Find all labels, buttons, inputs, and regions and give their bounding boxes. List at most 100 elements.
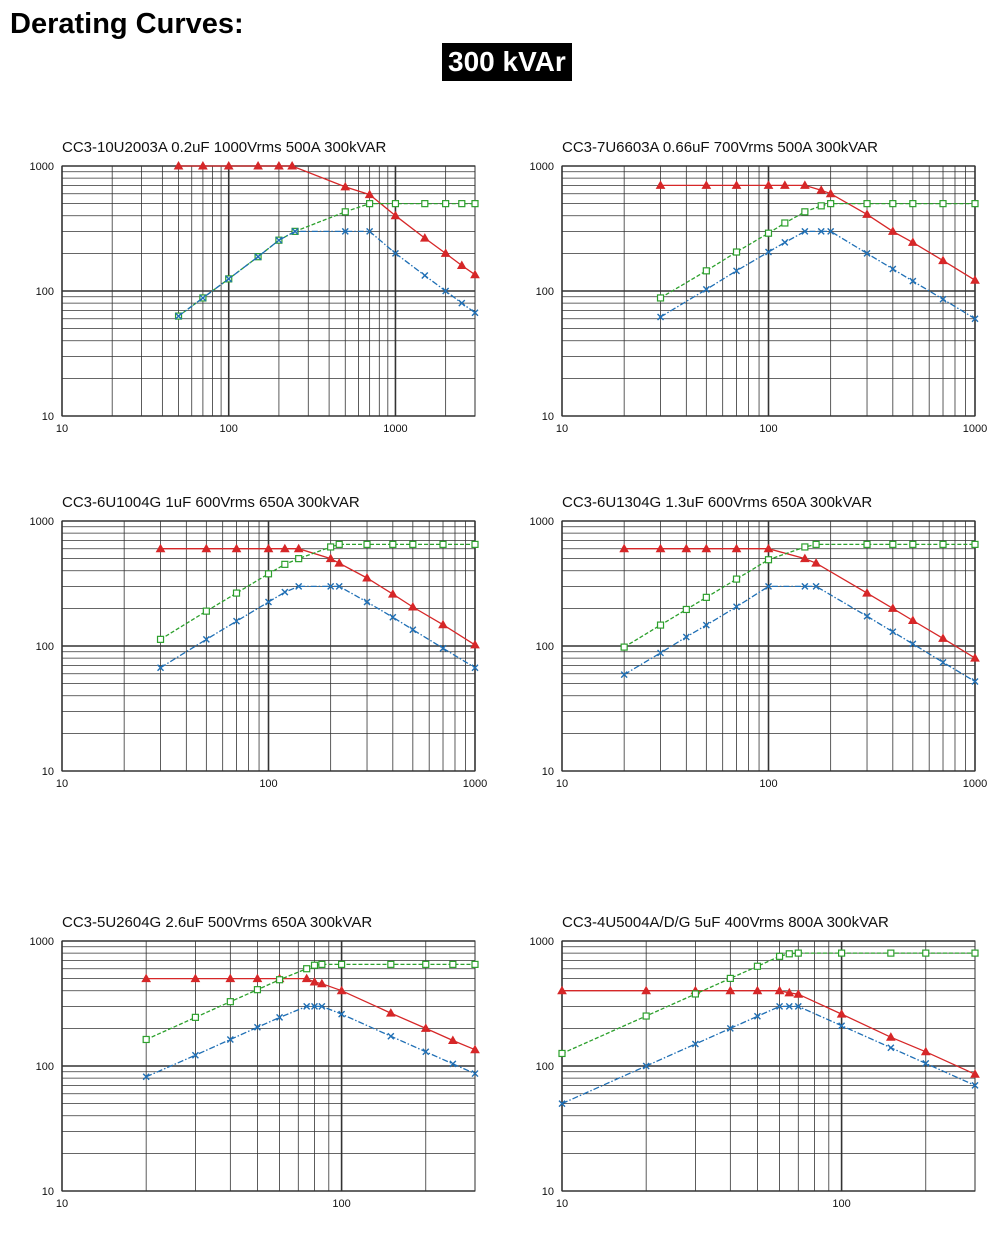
x-tick-label: 10 [56, 423, 68, 435]
current-point [781, 219, 789, 227]
current-point [656, 621, 665, 629]
current-point [327, 543, 335, 551]
power-point [422, 1048, 430, 1056]
power-point [939, 658, 947, 666]
chart-legend: Voltage Current Power [545, 447, 800, 448]
current-point [909, 540, 917, 548]
current-line [561, 952, 975, 1055]
current-point [275, 976, 284, 984]
power-point [409, 626, 417, 634]
power-point [922, 1059, 930, 1067]
chart-svg: CC3-5U2604G 2.6uF 500Vrms 650A 300kVAR 10… [30, 914, 480, 1223]
x-tick-label: 100 [759, 778, 777, 790]
plot-grid [561, 165, 976, 417]
power-point [620, 671, 628, 679]
series-voltage [173, 160, 480, 279]
voltage-point [938, 255, 948, 265]
y-tick-label: 100 [36, 641, 54, 653]
power-point [295, 582, 303, 590]
power-point [471, 1070, 479, 1078]
current-point [971, 540, 979, 548]
voltage-legend-label: Voltage [545, 447, 595, 448]
current-point [753, 962, 762, 970]
voltage-point [938, 633, 948, 642]
series-current [156, 540, 479, 643]
voltage-legend-label: Voltage [45, 1222, 95, 1223]
current-point [971, 200, 979, 208]
voltage-line [562, 990, 976, 1075]
current-point [764, 229, 773, 237]
chart-legend: Voltage Current Power [45, 1222, 300, 1223]
y-tick-label: 1000 [30, 936, 54, 948]
voltage-legend-label: Voltage [45, 447, 95, 448]
voltage-point [419, 233, 430, 242]
voltage-point [655, 180, 666, 189]
voltage-point [779, 180, 790, 189]
series-power [175, 227, 479, 320]
y-tick-label: 10 [542, 411, 554, 423]
power-point [439, 644, 447, 652]
current-point [558, 1049, 566, 1058]
power-point [657, 313, 665, 321]
voltage-point [198, 160, 208, 170]
page-title: Derating Curves: [10, 8, 244, 40]
voltage-point [225, 973, 236, 983]
chart-svg: CC3-10U2003A 0.2uF 1000Vrms 500A 300kVAR… [30, 139, 480, 448]
voltage-point [334, 558, 345, 567]
voltage-point [390, 210, 401, 220]
voltage-point [274, 160, 284, 170]
x-tick-label: 10 [56, 778, 68, 790]
power-point [291, 227, 299, 235]
power-point [226, 1035, 234, 1043]
power-point [253, 1023, 261, 1031]
voltage-point [141, 973, 152, 983]
x-tick-label: 100 [832, 1198, 850, 1210]
power-point [765, 248, 772, 256]
current-point [889, 540, 897, 548]
voltage-point [253, 160, 263, 170]
y-tick-label: 1000 [30, 161, 54, 173]
x-tick-label: 100 [332, 1198, 350, 1210]
series-voltage [619, 543, 980, 662]
power-point [275, 236, 283, 244]
current-point [939, 540, 947, 548]
power-point [449, 1060, 457, 1068]
power-point [657, 649, 665, 657]
current-point [702, 593, 710, 601]
current-point [318, 960, 326, 968]
voltage-point [173, 160, 184, 170]
x-tick-label: 10 [556, 423, 568, 435]
current-point [341, 208, 349, 216]
voltage-point [920, 1046, 931, 1056]
voltage-point [201, 543, 212, 553]
power-point [471, 309, 479, 317]
current-point [775, 952, 784, 960]
voltage-point [907, 615, 918, 624]
y-tick-label: 100 [536, 286, 554, 298]
power-point [338, 1010, 346, 1018]
power-point [363, 598, 371, 606]
current-point [303, 965, 311, 973]
voltage-point [364, 189, 375, 199]
voltage-point [325, 553, 336, 563]
power-point [801, 582, 809, 590]
voltage-point [800, 180, 810, 189]
series-current [620, 540, 979, 651]
current-point [421, 200, 429, 208]
series-power [157, 582, 479, 672]
voltage-point [800, 553, 810, 563]
current-point [691, 990, 700, 998]
x-tick-label: 100 [259, 778, 277, 790]
voltage-point [470, 639, 480, 649]
power-point [254, 253, 262, 261]
voltage-point [774, 985, 785, 995]
current-point [387, 960, 395, 968]
y-tick-label: 10 [542, 1186, 554, 1198]
current-point [764, 556, 773, 564]
current-point [863, 540, 871, 548]
chart-legend: Voltage Current Power [45, 802, 300, 803]
voltage-point [155, 543, 166, 553]
y-tick-label: 1000 [530, 161, 554, 173]
current-point [726, 974, 734, 983]
x-tick-label: 100 [759, 423, 777, 435]
